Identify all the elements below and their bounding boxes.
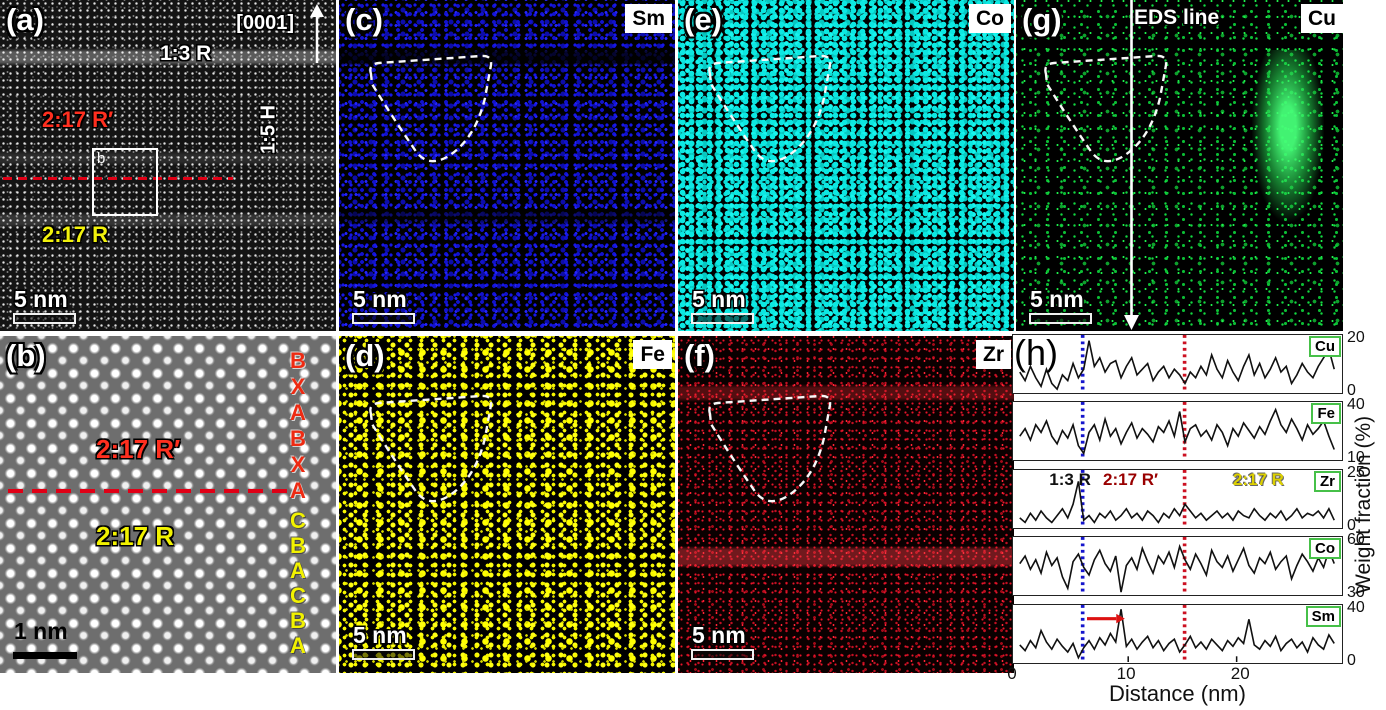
stacking-letter: B (290, 348, 306, 373)
stacking-letter: C (290, 508, 306, 533)
cell-outline-dashed (369, 394, 493, 503)
stacking-letter: X (290, 374, 306, 399)
zone-axis-arrow-icon (310, 4, 324, 63)
scalebar (13, 652, 77, 659)
scalebar-text: 5 nm (692, 286, 746, 312)
y-axis-title: Weight fraction (%) (1352, 415, 1375, 595)
element-tag-sm: Sm (625, 4, 672, 33)
panel-g-cu-map: (g) Cu EDS line 5 nm (1016, 0, 1343, 331)
scalebar (352, 313, 415, 324)
x-tick: 20 (1230, 664, 1250, 683)
panel-h-label: (h) (1014, 332, 1058, 373)
stacking-letter: B (290, 608, 306, 633)
profile-tag-fe: Fe (1311, 403, 1341, 425)
stacking-letter: A (290, 478, 306, 503)
element-tag-cu: Cu (1301, 4, 1343, 33)
y-tick-max: 25 (1347, 463, 1365, 481)
panel-g-label: (g) (1022, 2, 1062, 37)
scalebar-text: 5 nm (353, 622, 407, 648)
y-tick-min: 0 (1347, 651, 1356, 669)
profile-zr: Zr 25 0 1:3 R 2:17 R′ 2:17 R (1012, 464, 1365, 534)
x-tick: 10 (1116, 664, 1136, 683)
profile-tag-zr: Zr (1314, 470, 1341, 492)
phase-label-2-17Rp: 2:17 R′ (96, 434, 181, 464)
x-tick: 0 (1007, 664, 1017, 683)
panel-f-label: (f) (684, 338, 715, 373)
x-axis: 0 10 20 (1007, 663, 1343, 683)
profile-sm: Sm 40 0 (1012, 599, 1365, 669)
region-label: 2:17 R (1232, 469, 1284, 489)
panel-f-zr-map: (f) Zr 5 nm (678, 336, 1014, 673)
stacking-letter: X (290, 452, 306, 477)
phase-label-1-3R: 1:3 R (160, 42, 212, 65)
panel-a-label: (a) (6, 2, 44, 37)
y-tick-min: 30 (1347, 584, 1365, 602)
y-tick-max: 60 (1347, 531, 1365, 549)
phase-label-2-17Rp: 2:17 R′ (42, 107, 114, 132)
panel-a-haadf-image: (a) [0001] 1:3 R 2:17 R′ 1:5 H 2:17 R b … (0, 0, 336, 331)
phase-label-2-17R: 2:17 R (42, 222, 109, 247)
y-tick-min: 0 (1347, 516, 1356, 534)
stacking-letter: B (290, 533, 306, 558)
phase-label-1-5H: 1:5 H (257, 105, 280, 154)
x-axis-title: Distance (nm) (1109, 681, 1246, 706)
y-tick-max: 40 (1347, 396, 1365, 414)
panel-d-fe-map: (d) Fe 5 nm (339, 336, 675, 673)
element-tag-fe: Fe (633, 340, 672, 369)
scalebar (691, 649, 754, 660)
stacking-letter: A (290, 558, 306, 583)
panel-c-sm-map: (c) Sm 5 nm (339, 0, 675, 331)
panel-c-label: (c) (345, 2, 383, 37)
scalebar-text: 5 nm (1030, 286, 1084, 312)
scalebar-text: 1 nm (14, 618, 68, 644)
profile-tag-co: Co (1309, 538, 1341, 560)
stacking-letter: C (290, 583, 306, 608)
scalebar (352, 649, 415, 660)
zone-axis-label: [0001] (236, 12, 294, 34)
panel-e-co-map: (e) Co 5 nm (678, 0, 1014, 331)
phase-label-2-17R: 2:17 R (96, 521, 175, 551)
profile-co: Co 60 30 (1012, 531, 1365, 601)
region-b-box: b (92, 148, 158, 216)
scalebar (691, 313, 754, 324)
panel-b-label: (b) (6, 338, 46, 373)
y-tick-max: 20 (1347, 329, 1365, 346)
scalebar (1029, 313, 1092, 324)
eds-line-label: EDS line (1134, 6, 1220, 29)
cu-rich-region (1252, 50, 1324, 222)
profile-cu: Cu 20 0 (1012, 329, 1365, 399)
region-label: 1:3 R (1049, 469, 1091, 489)
interface-dashed-line (8, 489, 296, 493)
element-tag-co: Co (969, 4, 1011, 33)
profile-fe: Fe 40 10 (1012, 396, 1365, 466)
cell-outline-dashed (369, 54, 493, 163)
region-label: 2:17 R′ (1102, 469, 1159, 489)
cell-outline-dashed (708, 394, 832, 503)
eds-trace-line (3, 177, 233, 180)
region-b-box-label: b (97, 150, 106, 167)
panel-e-label: (e) (684, 2, 722, 37)
scalebar-text: 5 nm (14, 286, 68, 312)
cell-outline-dashed (708, 54, 832, 163)
element-tag-zr: Zr (976, 340, 1011, 369)
scalebar-text: 5 nm (692, 622, 746, 648)
y-tick-min: 10 (1347, 449, 1365, 467)
stacking-letter: A (290, 400, 306, 425)
stacking-letter: B (290, 426, 306, 451)
scalebar-text: 5 nm (353, 286, 407, 312)
y-tick-min: 0 (1347, 382, 1356, 399)
profile-tag-cu: Cu (1309, 336, 1341, 357)
profile-tag-sm: Sm (1305, 605, 1341, 627)
scalebar (13, 313, 76, 324)
cell-outline-dashed (1044, 0, 1168, 330)
stacking-letter: A (290, 633, 306, 658)
y-tick-max: 40 (1347, 598, 1365, 616)
eds-profiles: Cu 20 0 Fe 40 10 Zr 25 0 1:3 R 2:17 R′ 2:17 R Co 60 30… (1012, 329, 1365, 671)
panel-d-label: (d) (345, 338, 385, 373)
